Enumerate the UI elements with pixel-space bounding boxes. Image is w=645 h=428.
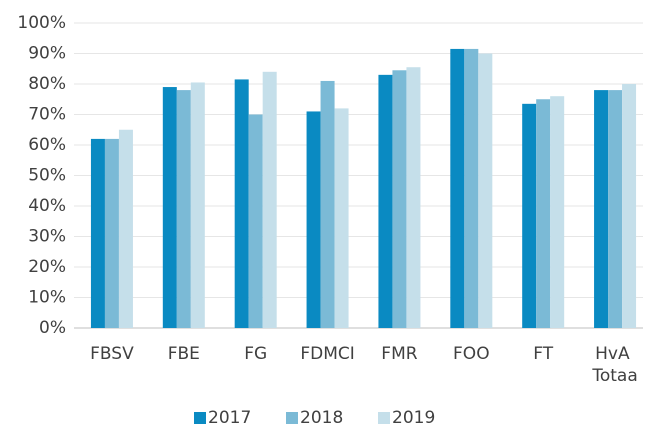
bar [320,80,335,328]
bar [522,103,537,328]
y-tick-label: 20% [28,257,66,277]
bar [234,79,249,328]
y-tick-label: 10% [28,288,66,308]
x-tick-label: FDMCI [300,344,354,364]
bar [550,96,565,328]
legend-label: 2017 [208,408,251,428]
bar [104,138,119,328]
bar [176,90,191,328]
y-tick-label: 40% [28,196,66,216]
x-tick-label: FBSV [90,344,134,364]
x-tick-label: HvA Totaa [591,344,637,386]
bar [334,108,349,329]
legend-swatch [286,412,298,424]
legend-swatch [194,412,206,424]
bar [450,48,465,329]
bar [622,84,637,328]
x-tick-label: FBE [168,344,200,364]
bar [464,48,479,329]
bar [608,90,623,328]
bar [118,129,133,328]
bar [406,67,421,328]
y-tick-label: 0% [39,318,66,338]
bar [378,74,393,328]
x-tick-label: FG [244,344,267,364]
bar [262,71,277,329]
legend-label: 2019 [392,408,435,428]
y-tick-label: 30% [28,227,66,247]
x-tick-label: FOO [453,344,490,364]
bar [90,138,105,328]
legend-label: 2018 [300,408,343,428]
y-tick-label: 90% [28,44,66,64]
x-tick-label: FT [533,344,553,364]
bar [594,90,609,328]
y-tick-label: 80% [28,74,66,94]
x-tick-label-line: Totaa [591,366,637,386]
bar [162,87,177,328]
x-tick-label: FMR [381,344,417,364]
y-tick-label: 50% [28,166,66,186]
bar [190,82,205,328]
bar [392,70,407,329]
y-tick-label: 100% [17,13,66,33]
bar [306,111,321,328]
y-tick-label: 60% [28,135,66,155]
bar [536,99,551,328]
bar [248,114,263,328]
y-tick-label: 70% [28,105,66,125]
x-tick-label-line: HvA [595,344,635,364]
bar [478,53,493,328]
legend-swatch [378,412,390,424]
